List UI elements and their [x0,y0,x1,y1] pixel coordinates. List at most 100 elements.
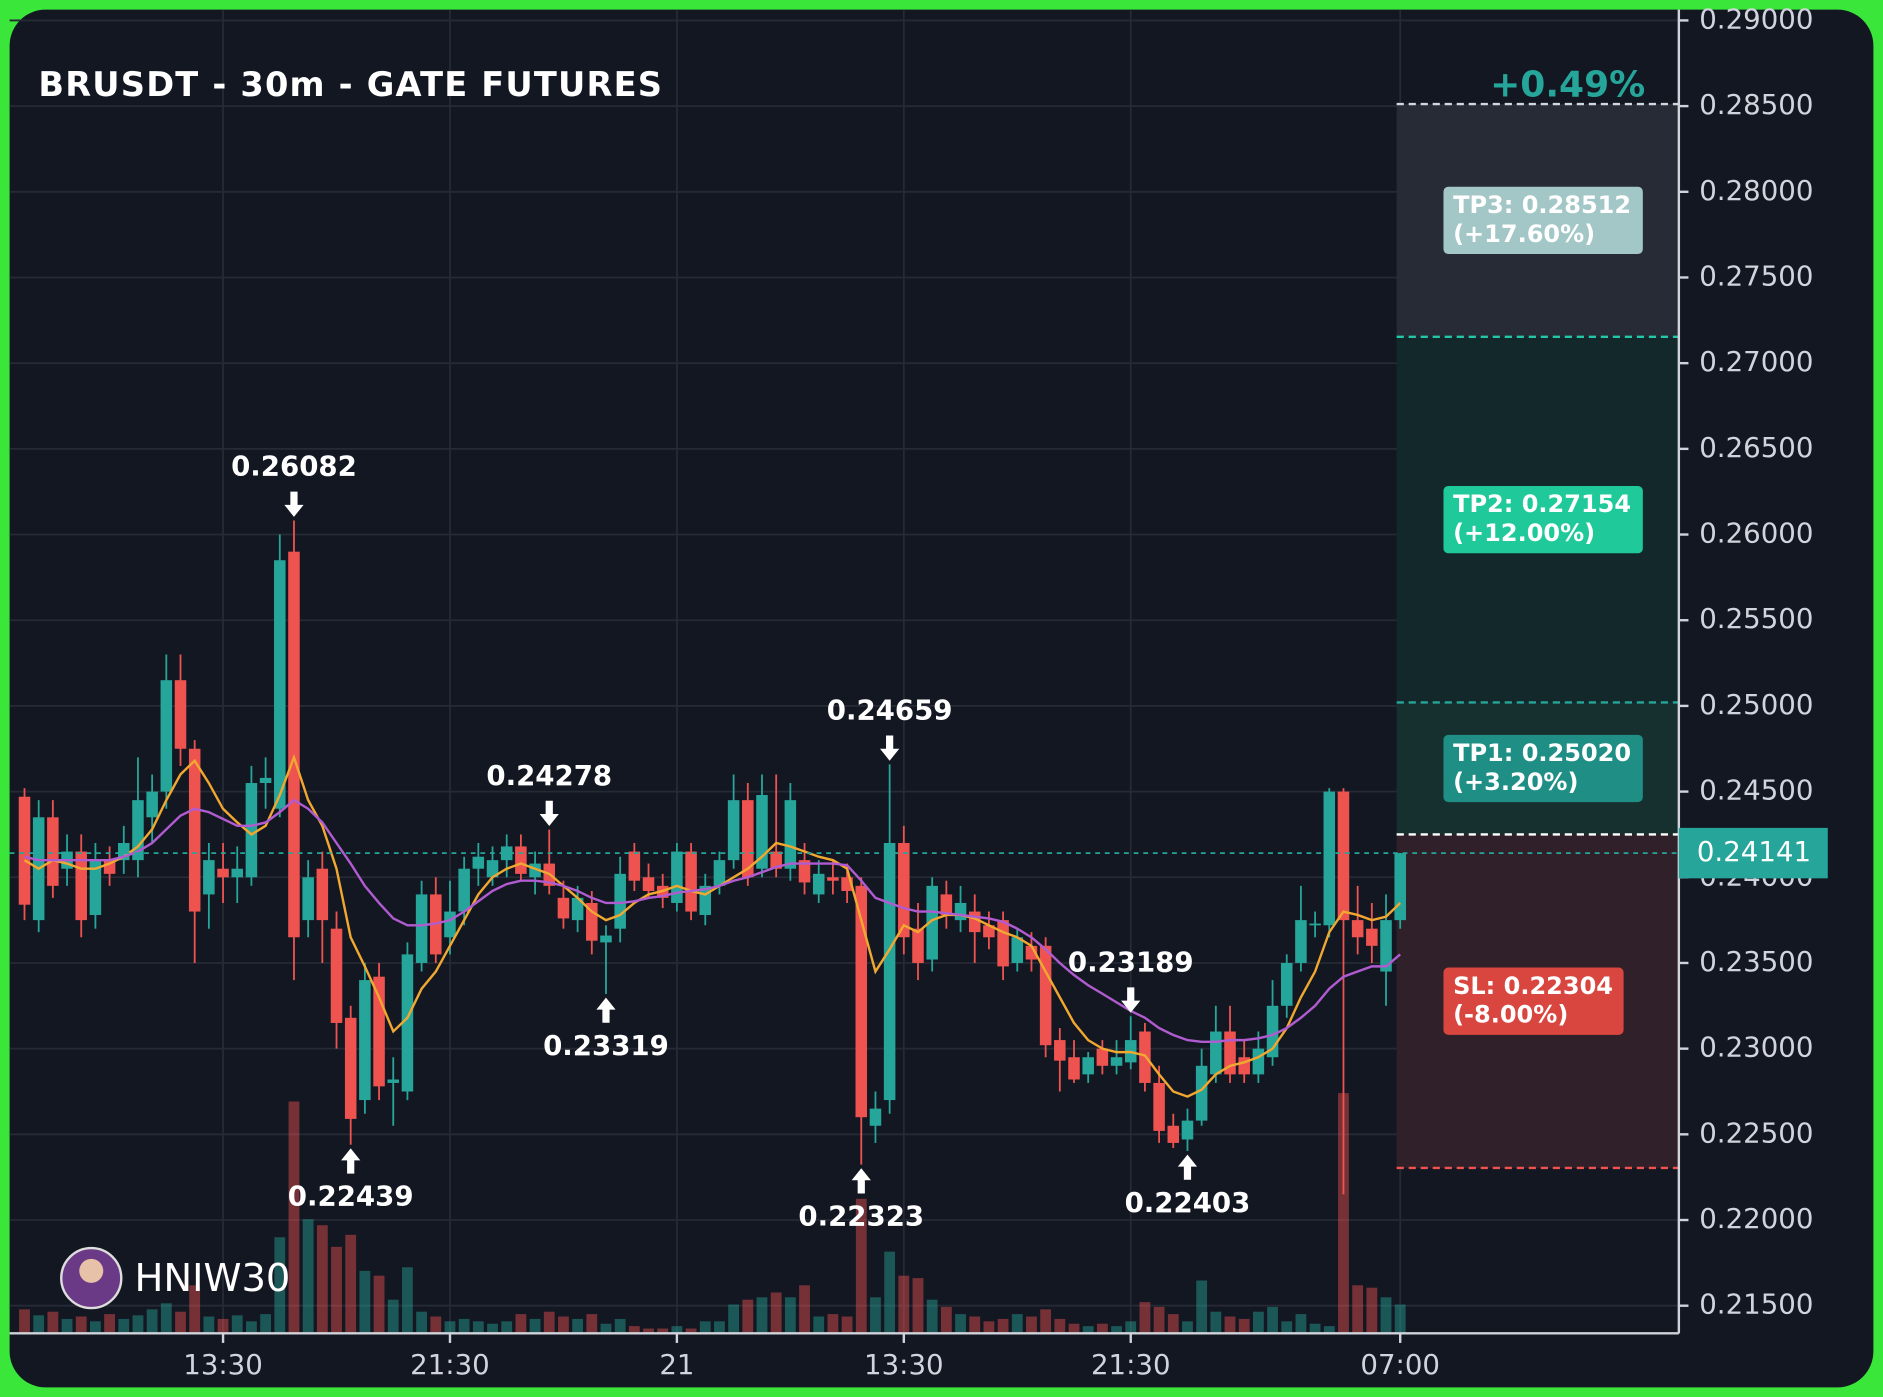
volume-bar [1295,1314,1307,1334]
volume-bar [458,1318,470,1334]
candle-body [1181,1120,1194,1140]
candle-body [387,1079,400,1083]
volume-bar [487,1323,498,1334]
candle-body [1054,1040,1066,1061]
target-label-box [1443,734,1643,803]
candle-body [855,885,868,1118]
candle-body [103,860,116,874]
candle-body [926,885,938,960]
volume-bar [118,1318,130,1334]
y-tick-label: 0.21500 [1699,1288,1813,1321]
volume-bar [912,1278,924,1334]
candle-body [997,920,1009,967]
candle-body [685,851,697,912]
volume-bar [402,1267,413,1334]
candle-body [883,843,896,1101]
target-label: TP1: 0.25020 [1453,739,1631,767]
target-label-box [1443,485,1643,554]
candle-body [18,796,31,905]
candle-body [1195,1065,1208,1121]
volume-bar [841,1316,853,1334]
volume-bar [416,1311,428,1334]
candle-body [415,894,428,963]
candle-body [671,851,683,903]
volume-bar [231,1315,243,1334]
volume-bar [1125,1321,1137,1334]
candle-body [330,928,343,1023]
candle-body [1082,1057,1094,1075]
x-tick-label: 21:30 [1091,1348,1171,1381]
candle-body [1366,928,1378,946]
volume-bar [246,1321,257,1334]
volume-bar [472,1321,484,1334]
stop-label: SL: 0.22304 [1453,972,1613,1000]
volume-bar [175,1311,186,1334]
volume-bar [1040,1309,1052,1334]
change-label: +0.49% [1490,64,1645,105]
candle-body [756,795,768,869]
volume-bar [699,1321,711,1334]
volume-bar [160,1303,172,1334]
y-tick-label: 0.26500 [1699,431,1813,464]
volume-bar [926,1299,938,1334]
candle-body [954,902,967,921]
volume-bar [260,1314,272,1334]
target-change: (+17.60%) [1453,220,1595,248]
candle-body [118,843,130,861]
volume-bar [90,1321,101,1334]
annotation-arrow [341,1148,361,1174]
moving-average [23,753,1402,1098]
stop-label-box [1443,967,1624,1035]
candle-body [1323,791,1336,926]
candle-body [968,911,981,933]
volume-bar [543,1311,555,1334]
candle-body [472,856,485,869]
volume-bar [983,1321,995,1334]
target-change: (+3.20%) [1453,768,1578,796]
volume-bar [1210,1311,1222,1334]
volume-bar [75,1316,87,1334]
stop-change: (-8.00%) [1453,1001,1568,1029]
candle-body [458,868,470,912]
volume-bar [685,1328,697,1334]
candle-body [174,680,187,749]
candle-body [47,817,59,886]
annotation-arrow [596,997,616,1023]
target-label: TP2: 0.27154 [1453,490,1631,518]
candle-body [231,868,244,878]
y-tick-label: 0.25500 [1699,602,1813,635]
candle-body [529,863,541,878]
volume-bar [728,1304,740,1334]
candle-body [188,748,201,912]
volume-bar [61,1318,73,1334]
candle-body [1280,962,1293,1006]
candle-body [302,877,314,921]
candle-body [1110,1057,1123,1066]
volume-bar [1011,1314,1023,1334]
volume-bar [827,1314,839,1334]
y-tick-label: 0.28500 [1699,88,1813,121]
x-tick-label: 21:30 [410,1348,490,1381]
volume-bar [331,1246,342,1334]
y-tick-label: 0.27500 [1699,259,1813,292]
candle-body [203,860,215,895]
volume-bar [1182,1321,1193,1334]
volume-bar [1196,1280,1208,1334]
volume-bar [628,1326,640,1334]
volume-bar [1068,1323,1080,1334]
candle-body [515,846,527,874]
volume-bar [955,1314,966,1334]
candle-body [600,935,612,943]
volume-bar [813,1316,825,1334]
candle-body [1068,1057,1080,1080]
volume-bar [1096,1323,1108,1334]
volume-bar [1167,1314,1179,1334]
y-tick-label: 0.27000 [1699,345,1813,378]
candle-body [146,791,158,818]
volume-bar [1238,1318,1250,1334]
annotation-label: 0.24278 [486,759,612,792]
volume-bar [1139,1302,1151,1334]
candle-body [940,894,953,915]
volume-bar [373,1275,385,1334]
volume-bar [132,1315,144,1334]
